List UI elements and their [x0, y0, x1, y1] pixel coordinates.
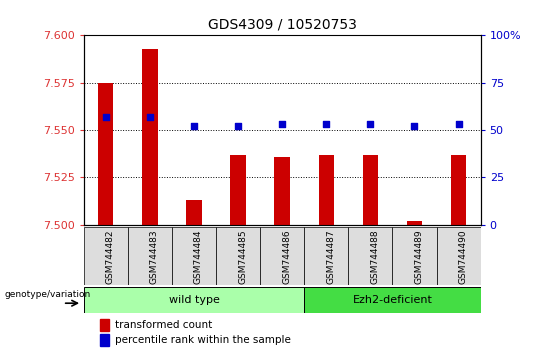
Text: transformed count: transformed count — [116, 320, 213, 330]
Bar — [231, 155, 246, 225]
Bar — [363, 155, 378, 225]
Point — [146, 114, 154, 120]
Point — [322, 121, 330, 127]
Bar — [216, 227, 260, 285]
Text: GSM744485: GSM744485 — [238, 229, 247, 284]
Text: GSM744490: GSM744490 — [458, 229, 468, 284]
Bar — [98, 83, 113, 225]
Bar — [304, 287, 481, 313]
Point — [278, 121, 287, 127]
Bar — [393, 227, 436, 285]
Point — [234, 124, 242, 129]
Text: Ezh2-deficient: Ezh2-deficient — [353, 295, 433, 305]
Bar — [436, 227, 481, 285]
Point — [410, 124, 419, 129]
Bar — [84, 227, 128, 285]
Text: wild type: wild type — [168, 295, 219, 305]
Bar — [407, 221, 422, 225]
Bar — [142, 48, 158, 225]
Bar — [260, 227, 304, 285]
Bar — [128, 227, 172, 285]
Text: GSM744487: GSM744487 — [326, 229, 335, 284]
Bar — [186, 200, 201, 225]
Title: GDS4309 / 10520753: GDS4309 / 10520753 — [208, 17, 356, 32]
Bar — [451, 155, 466, 225]
Text: GSM744489: GSM744489 — [415, 229, 423, 284]
Text: percentile rank within the sample: percentile rank within the sample — [116, 335, 291, 346]
Bar — [172, 227, 216, 285]
Bar — [319, 155, 334, 225]
Text: GSM744483: GSM744483 — [150, 229, 159, 284]
Text: genotype/variation: genotype/variation — [4, 290, 90, 299]
Bar — [99, 334, 110, 346]
Point — [102, 114, 110, 120]
Bar — [274, 156, 290, 225]
Bar — [304, 227, 348, 285]
Text: GSM744482: GSM744482 — [106, 229, 114, 284]
Bar — [348, 227, 393, 285]
Bar — [99, 319, 110, 331]
Point — [454, 121, 463, 127]
Text: GSM744484: GSM744484 — [194, 229, 203, 284]
Text: GSM744488: GSM744488 — [370, 229, 380, 284]
Point — [366, 121, 375, 127]
Bar — [84, 287, 304, 313]
Point — [190, 124, 198, 129]
Text: GSM744486: GSM744486 — [282, 229, 291, 284]
